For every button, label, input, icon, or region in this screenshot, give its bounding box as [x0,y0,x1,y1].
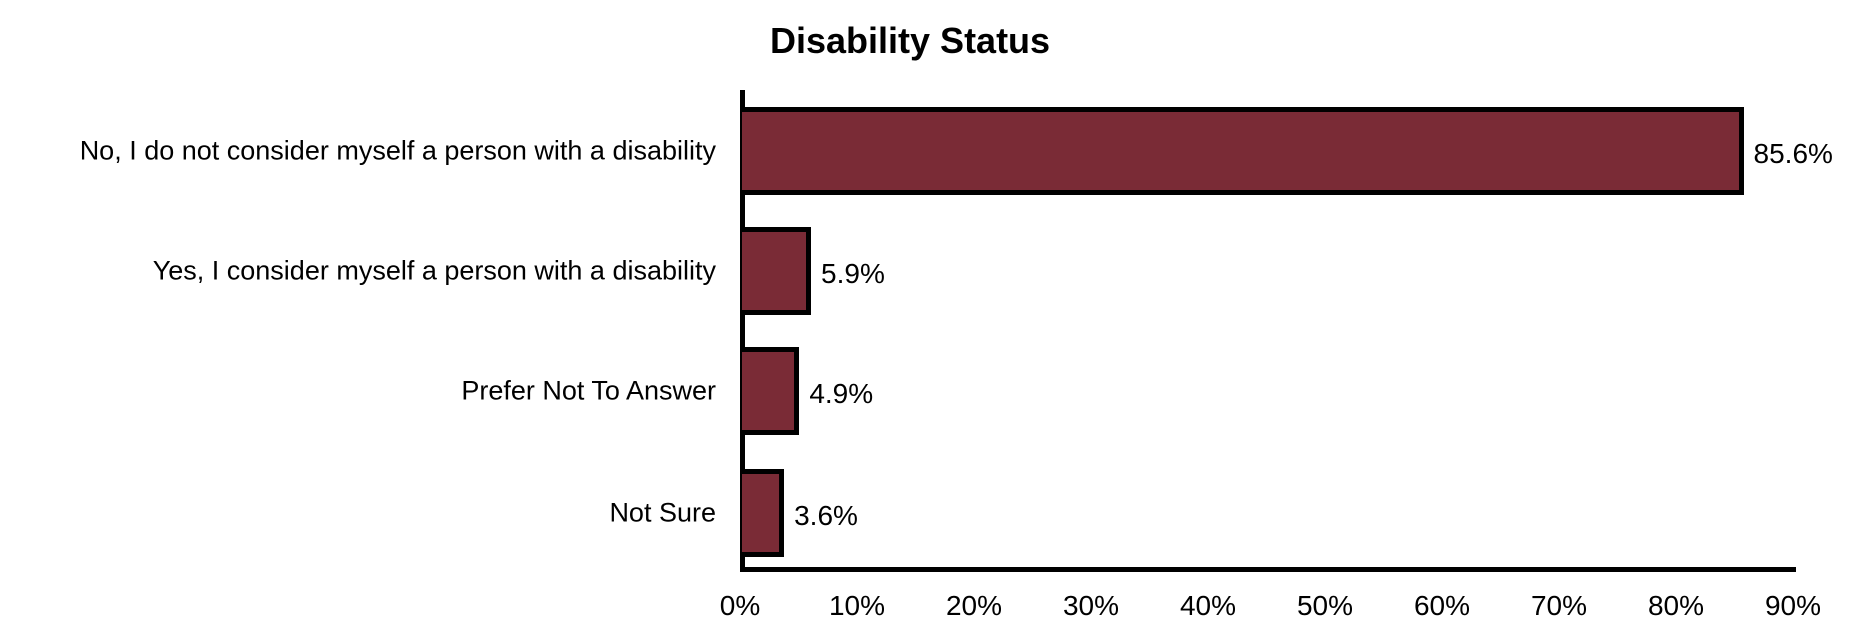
bar [742,227,812,315]
x-axis-line [740,567,1796,572]
plot-area: 85.6% 5.9% 4.9% 3.6% [740,90,1833,572]
x-tick-label: 80% [1647,590,1705,621]
bar [742,347,800,435]
x-tick-label: 50% [1296,590,1354,621]
x-tick-label: 30% [1062,590,1120,621]
bar [742,107,1744,195]
x-tick-label: 60% [1413,590,1471,621]
bar-value-label: 85.6% [1753,138,1833,169]
bar [742,469,785,557]
x-tick-label: 40% [1179,590,1237,621]
category-label: No, I do not consider myself a person wi… [79,135,716,166]
x-tick-label: 20% [945,590,1003,621]
x-tick-label: 70% [1530,590,1588,621]
bar-value-label: 3.6% [794,500,858,531]
x-tick-label: 0% [719,590,761,621]
category-label: Not Sure [609,497,716,528]
y-axis-line [740,90,745,572]
bar-value-label: 4.9% [809,378,874,409]
bar-value-label: 5.9% [821,258,885,289]
chart-title: Disability Status [770,20,1051,61]
category-label: Prefer Not To Answer [461,375,716,406]
category-label: Yes, I consider myself a person with a d… [152,255,716,286]
x-tick-label: 10% [828,590,886,621]
x-tick-label: 90% [1764,590,1822,621]
